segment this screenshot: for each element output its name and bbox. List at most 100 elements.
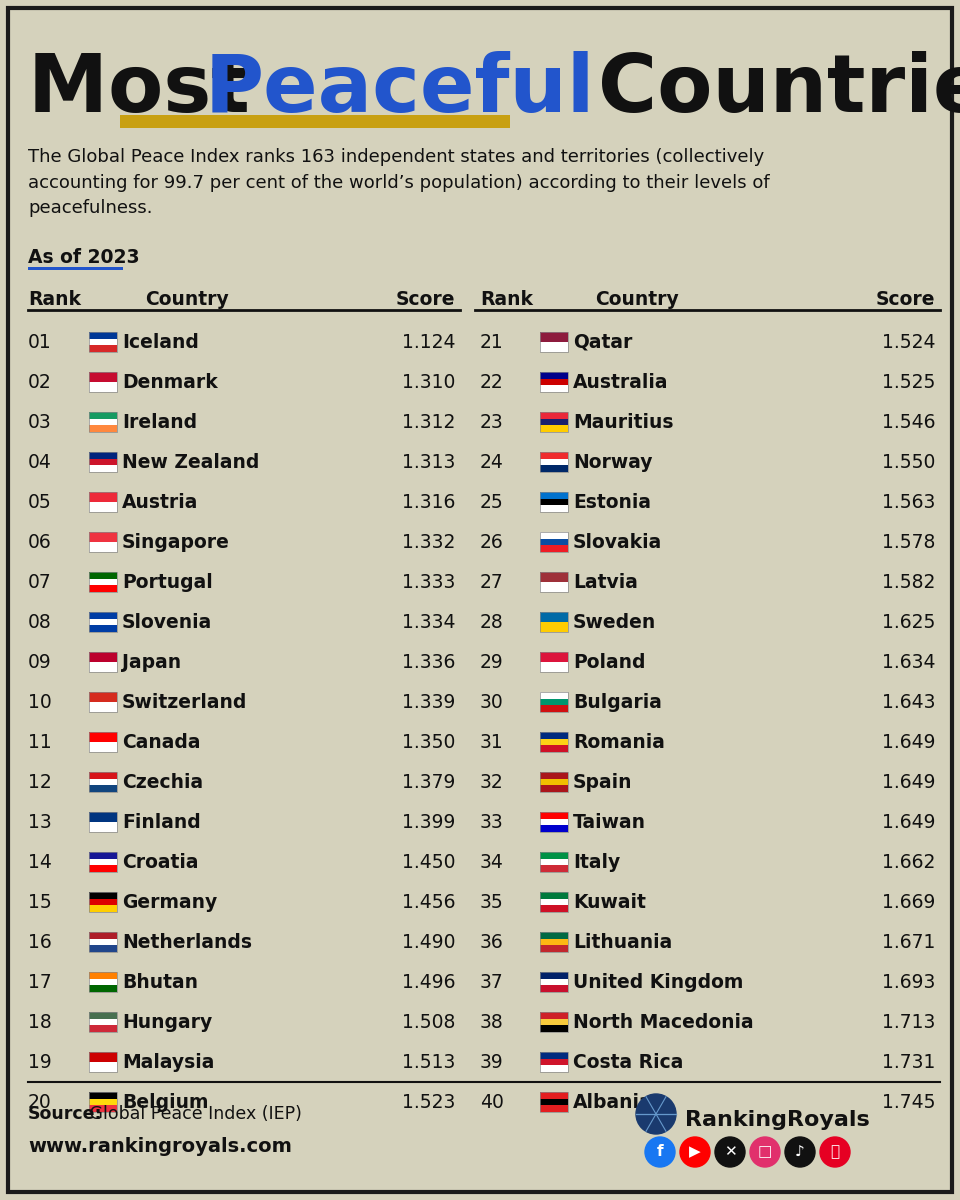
Text: □: □: [757, 1145, 772, 1159]
Bar: [540, 652, 568, 662]
Bar: [540, 572, 568, 592]
Bar: [89, 932, 117, 938]
Bar: [540, 739, 568, 745]
Bar: [89, 346, 117, 352]
Bar: [540, 372, 568, 392]
Bar: [540, 732, 568, 739]
Text: Ireland: Ireland: [122, 413, 197, 432]
Text: Malaysia: Malaysia: [122, 1052, 214, 1072]
Bar: [540, 785, 568, 792]
Text: Mauritius: Mauritius: [573, 413, 674, 432]
Bar: [89, 338, 117, 346]
Bar: [28, 266, 123, 270]
Text: 17: 17: [28, 972, 52, 991]
Text: 1.312: 1.312: [401, 413, 455, 432]
Text: Finland: Finland: [122, 812, 201, 832]
Bar: [89, 985, 117, 992]
Bar: [540, 539, 568, 545]
Text: 32: 32: [480, 773, 504, 792]
Bar: [540, 979, 568, 985]
Text: Albania: Albania: [573, 1092, 653, 1111]
Text: 1.490: 1.490: [401, 932, 455, 952]
Bar: [89, 692, 117, 702]
Bar: [540, 772, 568, 792]
Text: Countries: Countries: [570, 50, 960, 128]
Text: 1.350: 1.350: [401, 732, 455, 751]
Bar: [89, 1052, 117, 1072]
Bar: [89, 382, 117, 392]
Bar: [540, 732, 568, 752]
Bar: [540, 1066, 568, 1072]
Bar: [89, 612, 117, 619]
Text: Belgium: Belgium: [122, 1092, 208, 1111]
Text: 1.508: 1.508: [401, 1013, 455, 1032]
Bar: [540, 905, 568, 912]
Bar: [89, 812, 117, 832]
Bar: [89, 542, 117, 552]
Bar: [89, 979, 117, 985]
Text: 01: 01: [28, 332, 52, 352]
Bar: [89, 652, 117, 672]
Bar: [89, 532, 117, 542]
Text: Peaceful: Peaceful: [205, 50, 595, 128]
Bar: [89, 532, 117, 552]
Text: 1.745: 1.745: [881, 1092, 935, 1111]
Bar: [89, 779, 117, 785]
Bar: [540, 1099, 568, 1105]
Text: Romania: Romania: [573, 732, 665, 751]
Circle shape: [715, 1138, 745, 1166]
Bar: [540, 818, 568, 826]
Bar: [540, 492, 568, 512]
Bar: [540, 1025, 568, 1032]
Text: www.rankingroyals.com: www.rankingroyals.com: [28, 1138, 292, 1156]
Text: 1.334: 1.334: [401, 612, 455, 631]
Text: 29: 29: [480, 653, 504, 672]
Bar: [89, 372, 117, 392]
Text: 09: 09: [28, 653, 52, 672]
Text: 1.316: 1.316: [401, 492, 455, 511]
Bar: [540, 612, 568, 632]
Bar: [540, 372, 568, 379]
Text: Poland: Poland: [573, 653, 645, 672]
Bar: [540, 662, 568, 672]
Text: 25: 25: [480, 492, 504, 511]
Bar: [89, 612, 117, 632]
Text: Australia: Australia: [573, 372, 668, 391]
Text: 1.523: 1.523: [401, 1092, 455, 1111]
Bar: [540, 458, 568, 466]
Bar: [540, 946, 568, 952]
Text: 1.643: 1.643: [881, 692, 935, 712]
Text: Costa Rica: Costa Rica: [573, 1052, 684, 1072]
Text: 07: 07: [28, 572, 52, 592]
Circle shape: [785, 1138, 815, 1166]
Bar: [89, 865, 117, 872]
Bar: [540, 379, 568, 385]
Bar: [540, 1012, 568, 1032]
Bar: [89, 1099, 117, 1105]
Text: Germany: Germany: [122, 893, 217, 912]
Text: 1.339: 1.339: [401, 692, 455, 712]
Bar: [89, 572, 117, 592]
Bar: [540, 1052, 568, 1058]
Text: The Global Peace Index ranks 163 independent states and territories (collectivel: The Global Peace Index ranks 163 indepen…: [28, 148, 770, 217]
Text: 16: 16: [28, 932, 52, 952]
Text: Country: Country: [595, 290, 679, 308]
Bar: [540, 612, 568, 622]
Circle shape: [820, 1138, 850, 1166]
Text: 06: 06: [28, 533, 52, 552]
Text: 1.399: 1.399: [401, 812, 455, 832]
Bar: [89, 332, 117, 338]
Text: Sweden: Sweden: [573, 612, 657, 631]
Bar: [89, 772, 117, 779]
Text: 1.662: 1.662: [881, 852, 935, 871]
Bar: [540, 1052, 568, 1072]
Text: 1.582: 1.582: [881, 572, 935, 592]
Text: 27: 27: [480, 572, 504, 592]
Bar: [89, 412, 117, 432]
Text: 02: 02: [28, 372, 52, 391]
Bar: [540, 932, 568, 938]
Bar: [540, 772, 568, 779]
Bar: [540, 622, 568, 632]
Text: Croatia: Croatia: [122, 852, 199, 871]
Text: Score: Score: [876, 290, 935, 308]
